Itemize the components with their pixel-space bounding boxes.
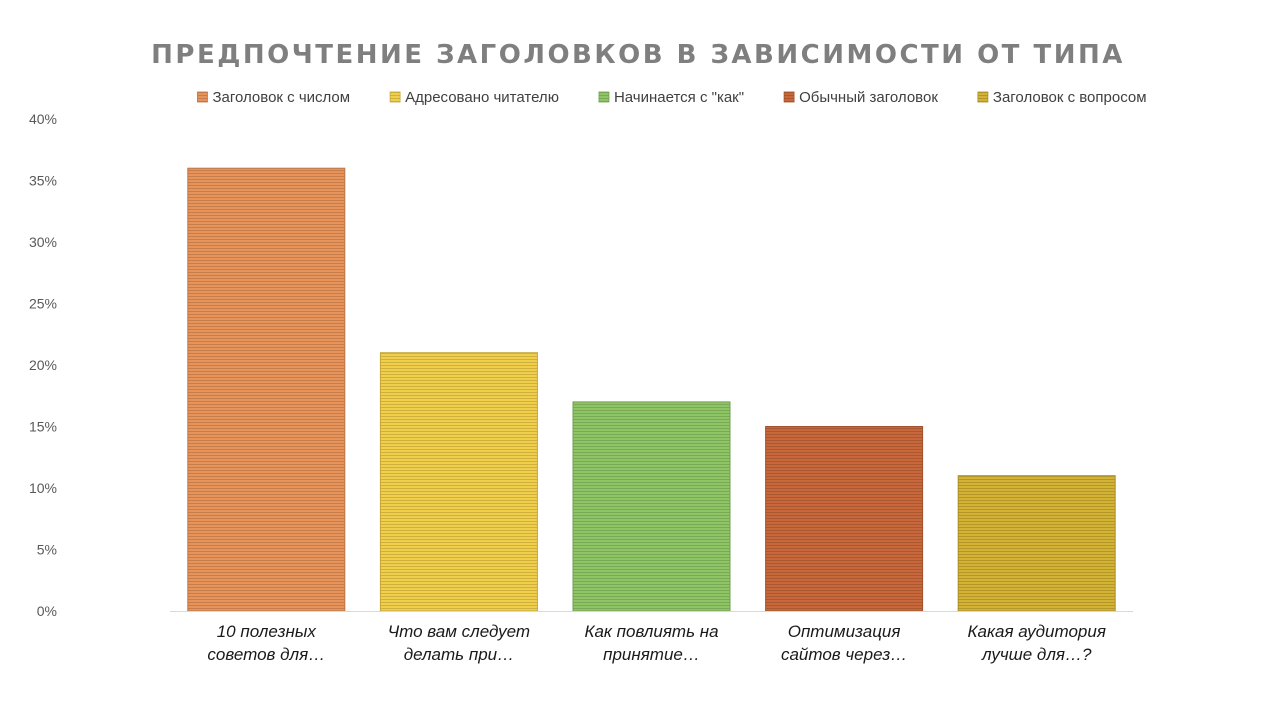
x-category-label: Что вам следует делать при… <box>388 622 530 664</box>
y-tick-label: 15% <box>29 419 57 435</box>
legend-item: Заголовок с вопросом <box>977 89 1147 106</box>
x-category-label: Какая аудитория лучше для…? <box>967 622 1105 664</box>
y-tick-label: 20% <box>29 357 57 373</box>
bar-2 <box>379 352 538 612</box>
y-axis: 0% 5% 10% 15% 20% 25% 30% 35% 40% <box>29 111 57 619</box>
y-tick-label: 10% <box>29 480 57 496</box>
y-tick-label: 35% <box>29 173 57 189</box>
bar-1 <box>187 167 346 612</box>
y-tick-label: 30% <box>29 234 57 250</box>
y-tick-label: 5% <box>37 542 57 558</box>
x-axis: 10 полезных советов для… Что вам следует де… <box>170 611 1133 664</box>
legend-label: Заголовок с вопросом <box>993 89 1147 106</box>
legend-swatch <box>389 91 401 103</box>
x-category-label: Оптимизация сайтов через… <box>781 622 907 664</box>
legend-swatch <box>783 91 795 103</box>
x-category-label: 10 полезных советов для… <box>207 622 325 664</box>
legend: Заголовок с числом Адресовано читателю Нач… <box>197 89 1147 106</box>
y-tick-label: 25% <box>29 296 57 312</box>
bar-3 <box>572 401 731 612</box>
legend-item: Начинается с "как" <box>598 89 744 106</box>
legend-swatch <box>977 91 989 103</box>
chart-title: ПРЕДПОЧТЕНИЕ ЗАГОЛОВКОВ В ЗАВИСИМОСТИ ОТ… <box>151 40 1125 70</box>
x-category-label: Как повлиять на принятие… <box>584 622 718 664</box>
legend-swatch <box>598 91 610 103</box>
bar-4 <box>765 426 924 612</box>
y-tick-label: 40% <box>29 111 57 127</box>
legend-label: Начинается с "как" <box>614 89 744 106</box>
legend-item: Адресовано читателю <box>389 89 559 106</box>
bar-5 <box>957 475 1116 612</box>
y-tick-label: 0% <box>37 603 57 619</box>
bars <box>187 167 1116 612</box>
legend-label: Обычный заголовок <box>799 89 938 106</box>
legend-item: Заголовок с числом <box>197 89 350 106</box>
legend-swatch <box>197 91 208 103</box>
legend-item: Обычный заголовок <box>783 89 938 106</box>
legend-label: Заголовок с числом <box>212 89 350 106</box>
legend-label: Адресовано читателю <box>405 89 559 106</box>
